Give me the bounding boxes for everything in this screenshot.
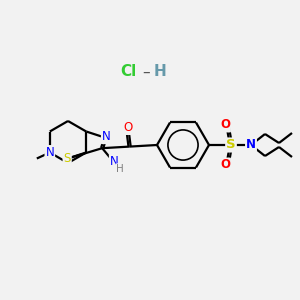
Text: S: S [64, 152, 71, 165]
Text: H: H [154, 64, 166, 80]
Text: N: N [102, 130, 111, 143]
Text: N: N [246, 139, 256, 152]
Text: –: – [142, 64, 150, 80]
Text: Cl: Cl [120, 64, 136, 80]
Text: O: O [123, 121, 132, 134]
Text: N: N [45, 146, 54, 159]
Text: S: S [226, 139, 236, 152]
Text: N: N [110, 155, 118, 168]
Text: H: H [116, 164, 124, 174]
Text: O: O [220, 158, 230, 172]
Text: O: O [220, 118, 230, 131]
